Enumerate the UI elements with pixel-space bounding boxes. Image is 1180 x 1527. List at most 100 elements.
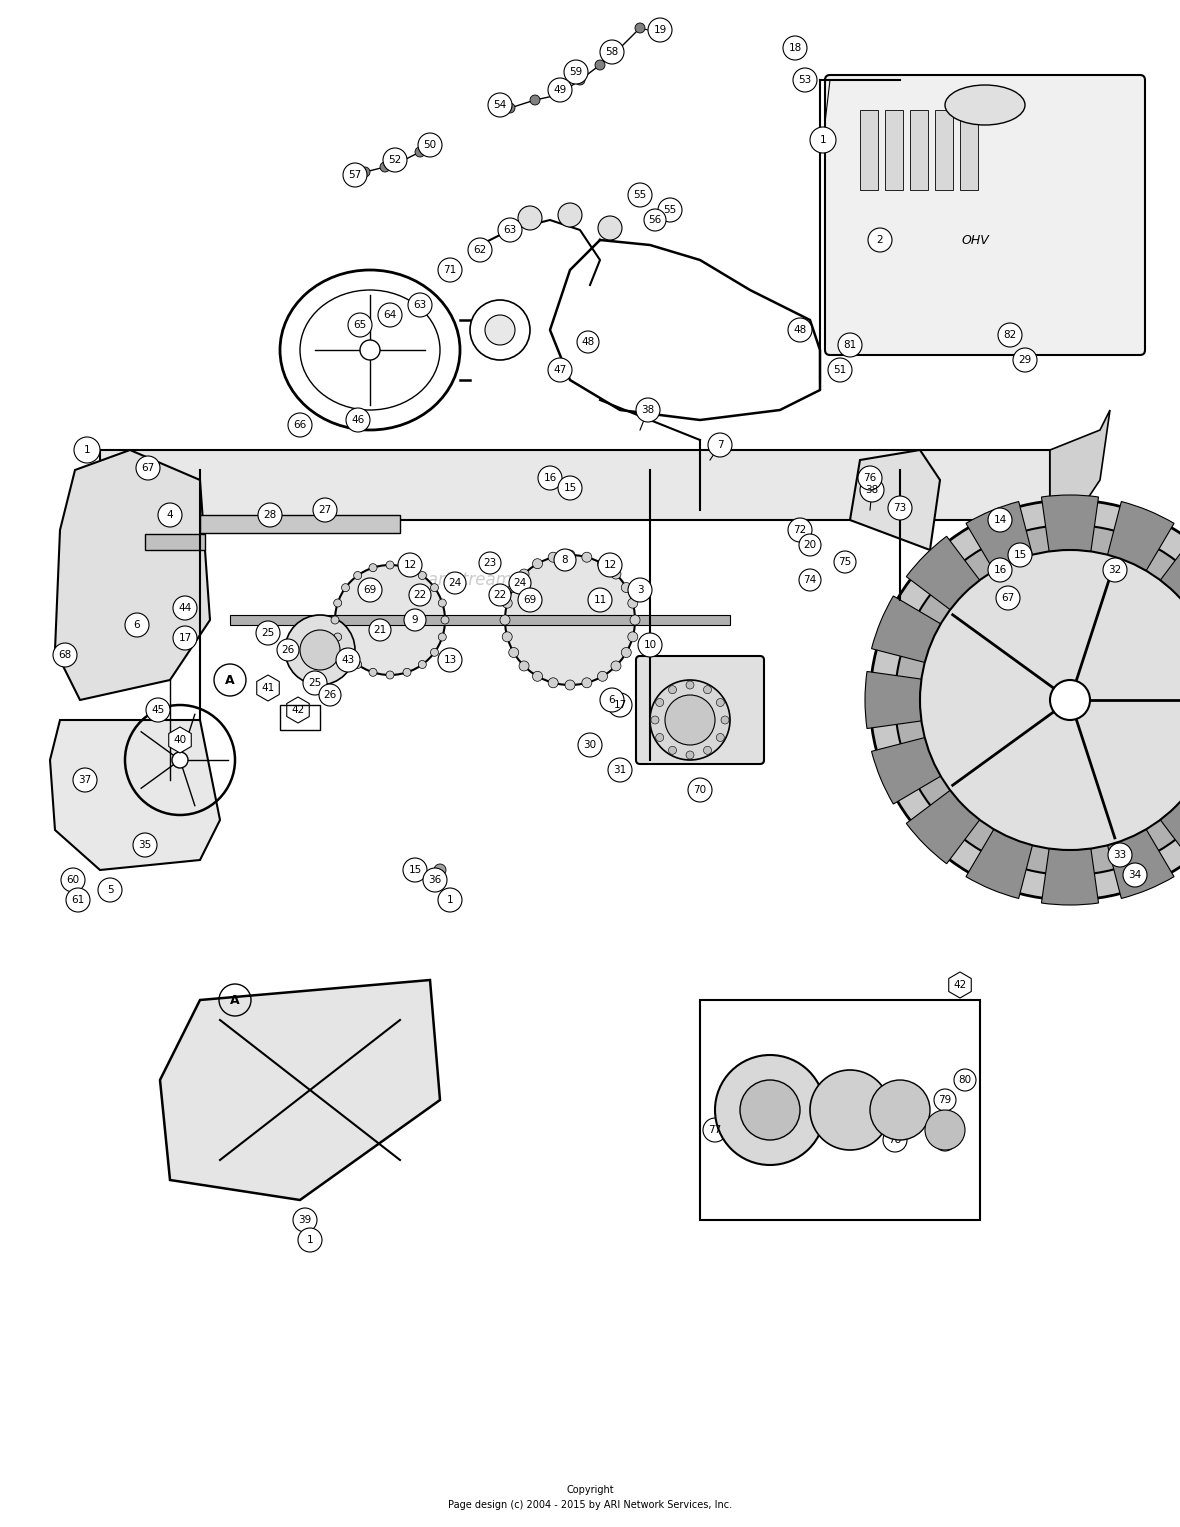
Circle shape: [834, 551, 856, 573]
Text: 64: 64: [384, 310, 396, 321]
Circle shape: [935, 1128, 956, 1151]
Text: 50: 50: [424, 140, 437, 150]
Wedge shape: [906, 536, 1070, 699]
Circle shape: [721, 716, 729, 724]
Circle shape: [595, 60, 605, 70]
Circle shape: [828, 357, 852, 382]
Circle shape: [636, 399, 660, 421]
Circle shape: [650, 680, 730, 760]
Wedge shape: [1070, 672, 1180, 728]
Circle shape: [431, 583, 439, 591]
Circle shape: [313, 498, 337, 522]
Text: 49: 49: [553, 86, 566, 95]
Circle shape: [549, 678, 558, 687]
Circle shape: [1103, 557, 1127, 582]
Text: 79: 79: [938, 1095, 951, 1106]
Text: 13: 13: [444, 655, 457, 664]
Bar: [100, 450, 1050, 521]
Circle shape: [519, 570, 529, 579]
Circle shape: [422, 867, 447, 892]
FancyBboxPatch shape: [636, 657, 763, 764]
Text: 82: 82: [1003, 330, 1017, 341]
Text: 72: 72: [793, 525, 807, 534]
Text: 10: 10: [643, 640, 656, 651]
Text: 28: 28: [263, 510, 276, 521]
Text: 7: 7: [716, 440, 723, 450]
FancyBboxPatch shape: [825, 75, 1145, 354]
Circle shape: [505, 554, 635, 686]
Text: 61: 61: [71, 895, 85, 906]
Circle shape: [622, 582, 631, 592]
Polygon shape: [257, 675, 280, 701]
Text: 21: 21: [373, 625, 387, 635]
Text: 63: 63: [504, 224, 517, 235]
Text: 16: 16: [543, 473, 557, 483]
Circle shape: [133, 834, 157, 857]
Circle shape: [686, 681, 694, 689]
Wedge shape: [1070, 501, 1174, 699]
Circle shape: [489, 93, 512, 118]
Circle shape: [299, 1228, 322, 1252]
Text: 22: 22: [493, 589, 506, 600]
Circle shape: [565, 680, 575, 690]
Circle shape: [409, 583, 431, 606]
Text: 24: 24: [513, 579, 526, 588]
Circle shape: [598, 215, 622, 240]
Circle shape: [608, 757, 632, 782]
Wedge shape: [865, 672, 1070, 728]
Circle shape: [716, 698, 725, 707]
Circle shape: [553, 550, 576, 571]
Circle shape: [809, 127, 835, 153]
Circle shape: [479, 551, 502, 574]
Circle shape: [612, 44, 623, 55]
Text: 56: 56: [648, 215, 662, 224]
Circle shape: [788, 318, 812, 342]
Circle shape: [669, 686, 676, 693]
Text: 16: 16: [994, 565, 1007, 576]
Circle shape: [558, 476, 582, 499]
Circle shape: [334, 599, 342, 608]
Circle shape: [553, 90, 563, 99]
Text: A: A: [230, 994, 240, 1006]
Circle shape: [438, 599, 446, 608]
Circle shape: [578, 733, 602, 757]
Text: 4: 4: [166, 510, 173, 521]
Text: 77: 77: [708, 1125, 722, 1135]
Circle shape: [598, 553, 622, 577]
Wedge shape: [1070, 536, 1180, 699]
Text: 38: 38: [865, 486, 879, 495]
Text: 51: 51: [833, 365, 846, 376]
Text: 59: 59: [570, 67, 583, 76]
Circle shape: [395, 157, 405, 166]
Circle shape: [300, 631, 340, 670]
Text: 81: 81: [844, 341, 857, 350]
Circle shape: [343, 163, 367, 186]
Circle shape: [73, 768, 97, 793]
Text: Copyright: Copyright: [566, 1484, 614, 1495]
Text: 30: 30: [583, 741, 597, 750]
Text: 44: 44: [178, 603, 191, 612]
Text: 48: 48: [582, 337, 595, 347]
Circle shape: [953, 1069, 976, 1090]
Circle shape: [611, 661, 621, 670]
Text: 45: 45: [151, 705, 165, 715]
Circle shape: [418, 133, 442, 157]
Circle shape: [378, 302, 402, 327]
Circle shape: [577, 331, 599, 353]
Circle shape: [354, 571, 362, 580]
Text: 35: 35: [138, 840, 151, 851]
Text: 74: 74: [804, 576, 817, 585]
Text: 1: 1: [820, 134, 826, 145]
Circle shape: [656, 698, 663, 707]
Text: 17: 17: [178, 634, 191, 643]
Circle shape: [293, 1208, 317, 1232]
Circle shape: [489, 583, 511, 606]
Circle shape: [419, 571, 426, 580]
Polygon shape: [287, 696, 309, 722]
Circle shape: [386, 560, 394, 570]
Circle shape: [611, 570, 621, 579]
Circle shape: [708, 434, 732, 457]
Text: 5: 5: [106, 886, 113, 895]
Text: 22: 22: [413, 589, 427, 600]
Circle shape: [369, 669, 376, 676]
